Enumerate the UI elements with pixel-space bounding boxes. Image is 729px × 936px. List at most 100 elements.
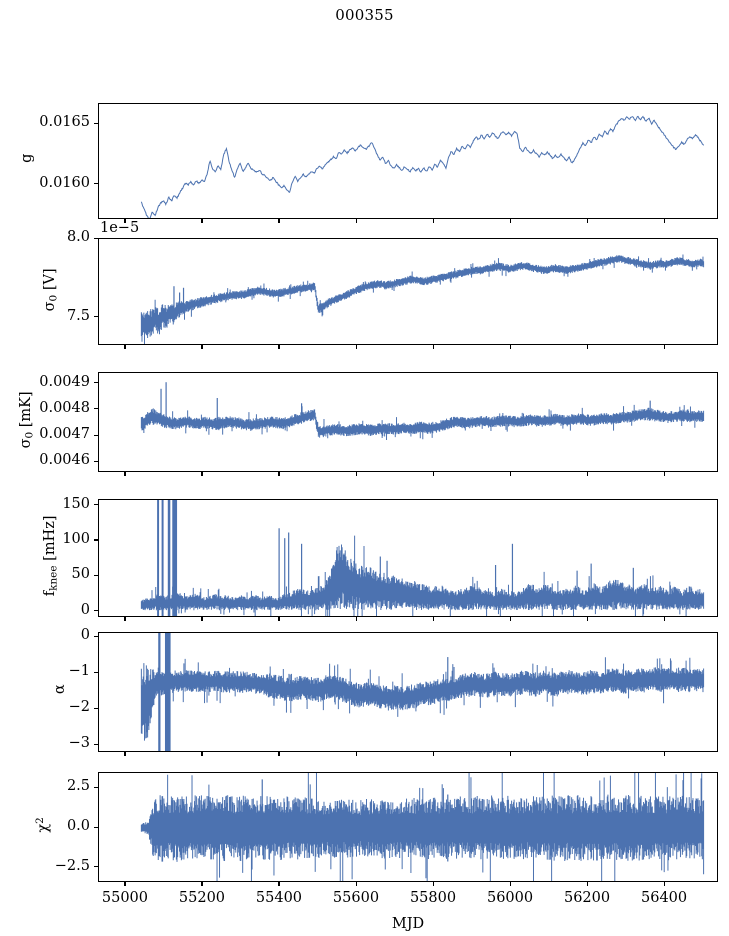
series-g [140, 115, 705, 218]
xtick-mark [278, 472, 280, 476]
xtick-mark [586, 882, 588, 886]
xtick-mark [124, 219, 126, 223]
xtick-mark [355, 472, 357, 476]
ylabel-panel-4: fknee [mHz] [42, 515, 60, 597]
xtick-mark [663, 219, 665, 223]
ytick-mark [94, 539, 98, 541]
ytick-mark [94, 504, 98, 506]
ytick-label: −2 [68, 699, 90, 716]
series-sigma0_mK [140, 382, 705, 440]
series-sigma0_V [140, 254, 705, 344]
xtick-mark [663, 752, 665, 756]
plot-panel-4 [98, 499, 718, 617]
ytick-mark [94, 635, 98, 637]
ytick-mark [94, 826, 98, 828]
ytick-label: 2.5 [66, 778, 90, 795]
xtick-mark [124, 617, 126, 621]
xtick-mark [663, 472, 665, 476]
xtick-mark [432, 345, 434, 349]
xtick-mark [586, 345, 588, 349]
ylabel-panel-6: χ2 [34, 817, 52, 833]
plot-panel-2 [98, 238, 718, 345]
xtick-mark [278, 219, 280, 223]
ytick-mark [94, 434, 98, 436]
clipped-spike [164, 633, 171, 751]
xtick-mark [355, 882, 357, 886]
series-alpha [140, 633, 705, 751]
plot-panel-3 [98, 372, 718, 472]
plot-panel-1 [98, 103, 718, 219]
xtick-mark [278, 345, 280, 349]
xtick-mark [124, 752, 126, 756]
xtick-mark [124, 472, 126, 476]
xtick-mark [355, 752, 357, 756]
envelope-f_knee [140, 535, 705, 616]
clipped-spike [167, 500, 171, 616]
ytick-mark [94, 122, 98, 124]
ylabel-panel-2: σ0 [V] [42, 267, 60, 311]
ylabel-panel-3: σ0 [mK] [17, 391, 36, 449]
xlabel: MJD [391, 916, 425, 932]
ytick-mark [94, 183, 98, 185]
xtick-label: 55400 [255, 890, 303, 906]
xtick-mark [509, 219, 511, 223]
xtick-mark [663, 617, 665, 621]
ytick-label: −3 [68, 735, 90, 752]
ytick-label: 0.0 [66, 818, 90, 834]
xtick-mark [586, 617, 588, 621]
ytick-mark [94, 382, 98, 384]
ytick-label: −1 [68, 663, 90, 680]
series-f_knee [140, 500, 705, 616]
ytick-label: 0 [80, 627, 90, 644]
ytick-label: 0.0047 [39, 426, 90, 443]
ytick-mark [94, 237, 98, 239]
plot-panel-6 [98, 772, 718, 882]
xtick-mark [278, 882, 280, 886]
ytick-mark [94, 743, 98, 745]
xtick-mark [355, 617, 357, 621]
xtick-mark [509, 472, 511, 476]
xtick-mark [586, 219, 588, 223]
xtick-mark [201, 219, 203, 223]
xtick-mark [201, 882, 203, 886]
ytick-label: 100 [62, 530, 90, 547]
clipped-spike [157, 500, 160, 616]
envelope-alpha [140, 657, 705, 741]
line-g [140, 115, 705, 218]
ytick-label: 50 [71, 566, 90, 583]
xtick-mark [663, 882, 665, 886]
xtick-mark [432, 882, 434, 886]
clipped-spike [158, 633, 161, 751]
xtick-mark [509, 882, 511, 886]
xtick-mark [586, 472, 588, 476]
xtick-mark [586, 752, 588, 756]
ytick-label: 0.0049 [39, 373, 90, 390]
plot-panel-5 [98, 632, 718, 752]
ytick-label: −2.5 [54, 857, 90, 874]
xtick-mark [355, 219, 357, 223]
xtick-label: 55600 [332, 890, 380, 906]
ytick-label: 150 [62, 495, 90, 512]
xtick-mark [509, 752, 511, 756]
figure-title: 000355 [335, 6, 394, 24]
envelope-sigma0_V [140, 254, 705, 344]
xtick-mark [201, 345, 203, 349]
ytick-mark [94, 316, 98, 318]
xtick-label: 56000 [486, 890, 534, 906]
ytick-label: 8.0 [66, 229, 90, 245]
envelope-sigma0_mK [140, 404, 705, 440]
ytick-mark [94, 786, 98, 788]
series-chi2 [140, 773, 705, 881]
xtick-label: 56400 [641, 890, 688, 906]
xtick-mark [201, 752, 203, 756]
clipped-spike [172, 500, 178, 616]
xtick-mark [509, 617, 511, 621]
ytick-mark [94, 671, 98, 673]
xtick-mark [432, 472, 434, 476]
ytick-mark [94, 574, 98, 576]
xtick-mark [509, 345, 511, 349]
xtick-mark [124, 882, 126, 886]
ytick-mark [94, 866, 98, 868]
xtick-mark [278, 752, 280, 756]
